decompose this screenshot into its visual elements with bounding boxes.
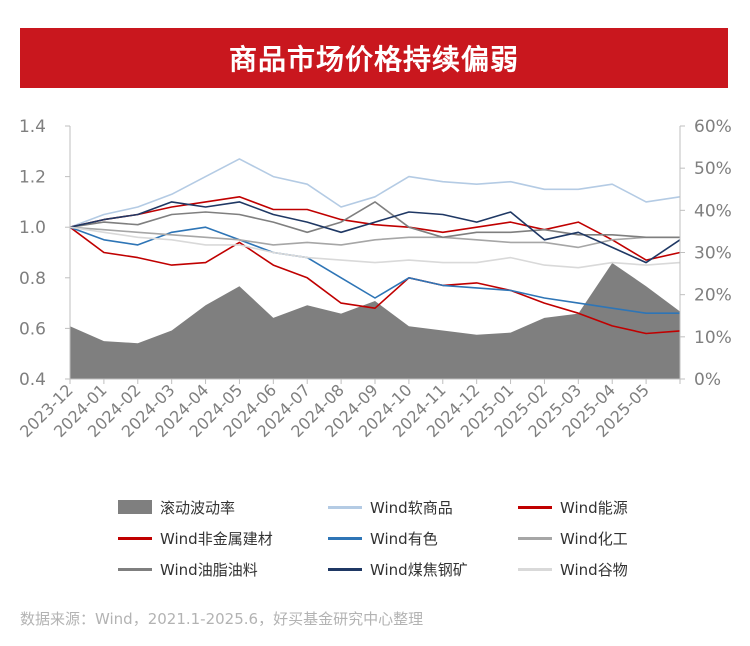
legend-item: 滚动波动率	[118, 496, 235, 518]
y2-tick-label: 50%	[694, 159, 732, 179]
legend-label: Wind化工	[560, 529, 628, 548]
legend-area-swatch	[118, 500, 152, 514]
legend-line-swatch	[118, 567, 152, 571]
chart-legend: 滚动波动率 Wind软商品 Wind能源 Wind非金属建材 Wind有色 Wind化工 W…	[118, 496, 738, 586]
legend-label: Wind煤焦钢矿	[370, 560, 468, 579]
series-line-7	[69, 226, 681, 269]
legend-line-swatch	[328, 536, 362, 540]
series-line-4	[69, 226, 680, 249]
y2-tick-label: 40%	[694, 201, 732, 221]
series-line-0	[69, 158, 681, 228]
legend-line-swatch	[518, 536, 552, 540]
legend-item: Wind非金属建材	[118, 527, 273, 549]
legend-line-swatch	[328, 505, 362, 509]
y-tick-label: 0.6	[19, 319, 46, 339]
legend-label: Wind非金属建材	[160, 529, 273, 548]
series-line-3	[69, 226, 680, 315]
y-tick-label: 0.4	[19, 370, 46, 390]
y2-tick-label: 20%	[694, 286, 732, 306]
series-area-volatility	[70, 263, 680, 379]
legend-line-swatch	[518, 505, 552, 509]
chart-title-banner: 商品市场价格持续偏弱	[20, 28, 728, 88]
series-line-1	[69, 196, 681, 261]
y-tick-label: 1.2	[19, 168, 46, 188]
series-line-6	[69, 201, 681, 264]
legend-line-swatch	[328, 567, 362, 571]
legend-item: Wind煤焦钢矿	[328, 558, 468, 580]
legend-item: Wind有色	[328, 527, 438, 549]
legend-item: Wind软商品	[328, 496, 453, 518]
series-line-2	[69, 226, 681, 335]
y-tick-label: 0.8	[19, 269, 46, 289]
source-note: 数据来源：Wind，2021.1-2025.6，好买基金研究中心整理	[20, 610, 424, 628]
legend-item: Wind油脂油料	[118, 558, 258, 580]
chart-title: 商品市场价格持续偏弱	[228, 43, 519, 76]
legend-item: Wind谷物	[518, 558, 628, 580]
legend-label: Wind有色	[370, 529, 438, 548]
legend-label: Wind能源	[560, 498, 628, 517]
legend-label: 滚动波动率	[160, 498, 236, 517]
y-tick-label: 1.0	[19, 218, 46, 238]
legend-label: Wind谷物	[560, 560, 628, 579]
y2-tick-label: 10%	[694, 328, 732, 348]
series-line-5	[69, 201, 680, 239]
legend-item: Wind化工	[518, 527, 628, 549]
legend-line-swatch	[118, 536, 152, 540]
y2-tick-label: 30%	[694, 244, 732, 264]
y-tick-label: 1.4	[19, 117, 46, 137]
legend-line-swatch	[518, 567, 552, 571]
legend-label: Wind油脂油料	[160, 560, 258, 579]
y2-tick-label: 60%	[694, 117, 732, 137]
y2-tick-label: 0%	[694, 370, 721, 390]
legend-label: Wind软商品	[370, 498, 453, 517]
line-chart: 0.40.60.81.01.21.40%10%20%30%40%50%60%20…	[16, 117, 732, 441]
legend-item: Wind能源	[518, 496, 628, 518]
